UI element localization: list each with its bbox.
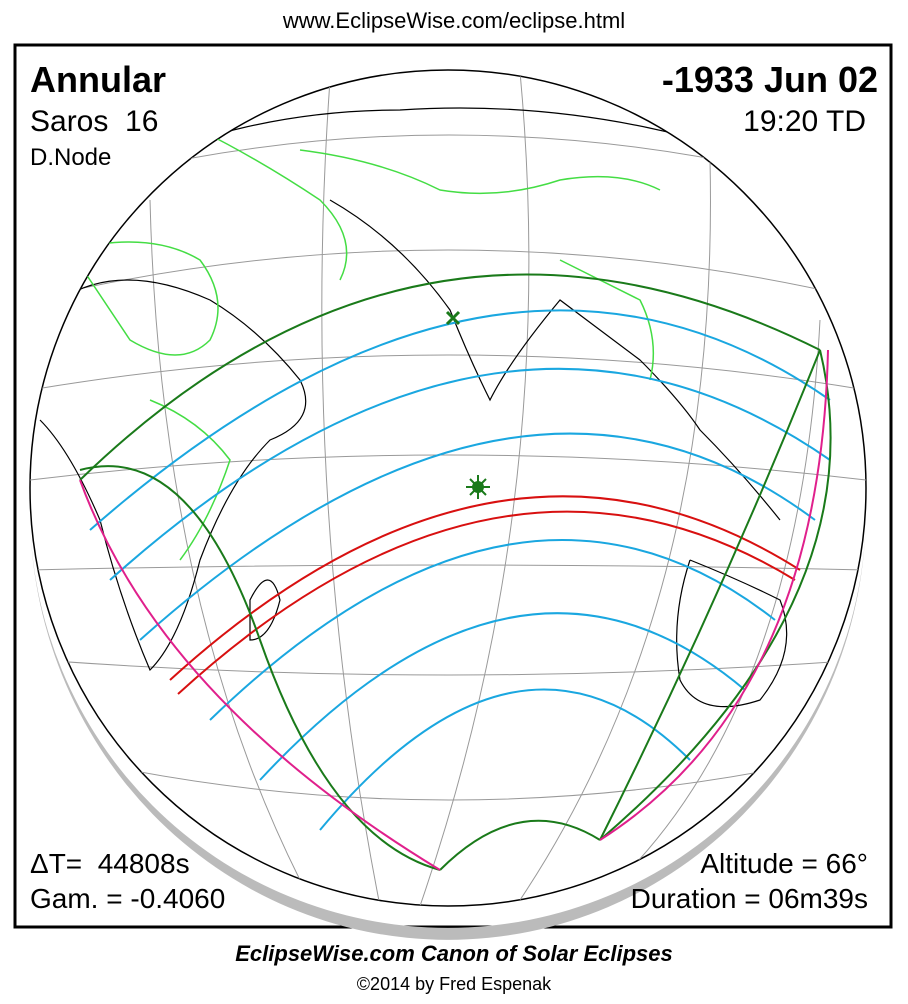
time: 19:20 TD (743, 105, 866, 138)
subsolar-mark (445, 310, 461, 326)
political-borders (68, 129, 661, 561)
duration: Duration = 06m39s (631, 883, 868, 914)
canon-title: EclipseWise.com Canon of Solar Eclipses (235, 941, 673, 966)
globe-outline (29, 69, 867, 907)
url: www.EclipseWise.com/eclipse.html (282, 8, 625, 33)
node: D.Node (30, 144, 111, 171)
saros: Saros 16 (30, 105, 158, 138)
greatest-eclipse-star (466, 475, 490, 499)
eclipse-paths (79, 273, 832, 871)
eclipse-date: -1933 Jun 02 (662, 59, 878, 100)
globe (29, 69, 867, 940)
gamma: Gam. = -0.4060 (30, 883, 225, 914)
altitude: Altitude = 66° (700, 848, 868, 879)
copyright: ©2014 by Fred Espenak (357, 974, 552, 994)
eclipse-type: Annular (30, 59, 166, 100)
delta-t: ΔT= 44808s (30, 848, 190, 879)
